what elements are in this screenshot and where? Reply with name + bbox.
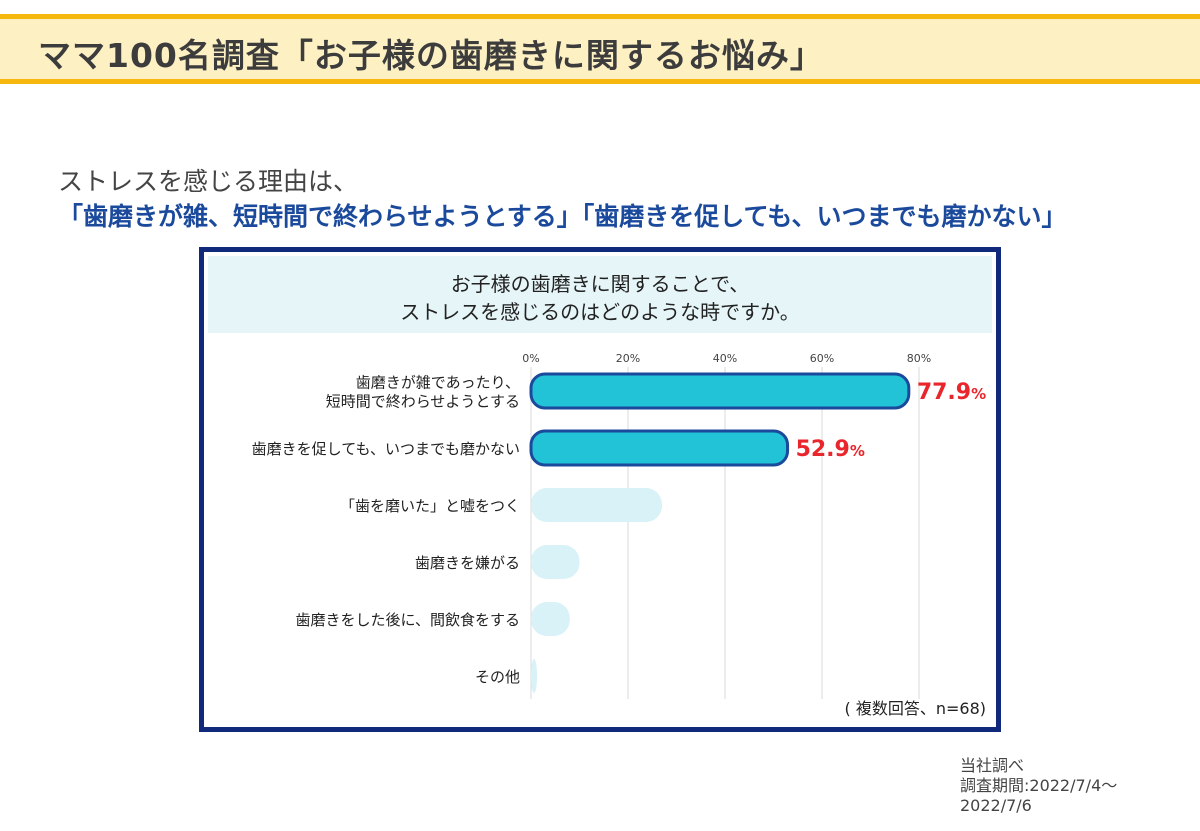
bar (531, 488, 662, 522)
lead-highlight: 「歯磨きが雑、短時間で終わらせようとする」「歯磨きを促しても、いつまでも磨かない… (58, 202, 1067, 231)
source-line-1: 当社調べ (960, 756, 1025, 775)
category-label: 「歯を磨いた」と嘘をつく (340, 497, 520, 515)
source-line-2: 調査期間:2022/7/4～ (960, 776, 1118, 795)
x-tick-label: 0% (522, 352, 539, 365)
category-label: 歯磨きをした後に、間飲食をする (295, 611, 520, 629)
bar (529, 372, 911, 410)
chart-panel: お子様の歯磨きに関することで、 ストレスを感じるのはどのような時ですか。 0% 2… (199, 247, 1001, 732)
category-label: 歯磨きが雑であったり、 (356, 374, 520, 392)
category-label: 歯磨きを嫌がる (415, 554, 520, 572)
x-tick-label: 60% (810, 352, 834, 365)
x-tick-label: 20% (616, 352, 640, 365)
sample-note: ( 複数回答、n=68) (844, 699, 986, 718)
category-label: 短時間で終わらせようとする (326, 393, 520, 411)
bar (531, 545, 580, 579)
lead-text: ストレスを感じる理由は、 (58, 167, 359, 196)
question-header: お子様の歯磨きに関することで、 ストレスを感じるのはどのような時ですか。 (208, 256, 992, 333)
data-label: 77.9% (917, 380, 986, 405)
x-tick-label: 40% (713, 352, 737, 365)
x-tick-label: 80% (907, 352, 931, 365)
bar-chart: 0% 20% 40% 60% 80% 歯磨きが雑であったり、短時間で終わらせようとする 77… (252, 352, 986, 699)
page-title: ママ100名調査「お子様の歯磨きに関するお悩み」 (38, 36, 824, 75)
source-note: 当社調べ 調査期間:2022/7/4～ 2022/7/6 (960, 756, 1117, 816)
category-label: 歯磨きを促しても、いつまでも磨かない (252, 440, 520, 458)
header-band: ママ100名調査「お子様の歯磨きに関するお悩み」 (0, 14, 1200, 84)
question-line-1: お子様の歯磨きに関することで、 (450, 272, 750, 296)
source-line-3: 2022/7/6 (960, 796, 1032, 815)
bar (531, 659, 537, 693)
bar (531, 602, 570, 636)
category-label: その他 (475, 668, 520, 686)
bar (529, 429, 790, 467)
data-label: 52.9% (796, 437, 865, 462)
question-line-2: ストレスを感じるのはどのような時ですか。 (400, 300, 800, 324)
